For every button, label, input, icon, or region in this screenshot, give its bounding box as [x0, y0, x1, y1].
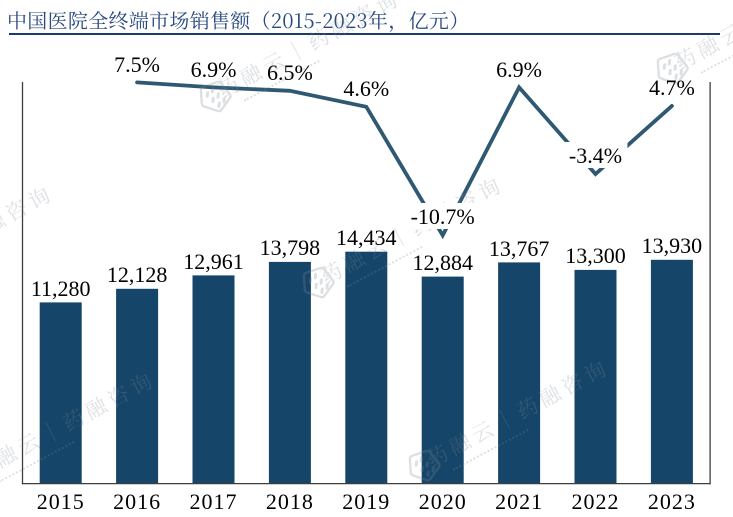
x-axis-label: 2023 [647, 489, 696, 514]
bar-2019 [345, 251, 388, 484]
growth-label: 4.6% [343, 75, 390, 101]
bar-value-label: 12,961 [183, 248, 244, 274]
x-axis-label: 2017 [189, 489, 238, 514]
bar-value-label: 14,434 [336, 225, 397, 251]
x-axis-label: 2022 [571, 489, 620, 514]
growth-label: -10.7% [405, 203, 480, 230]
bar-value-label: 13,300 [565, 243, 626, 269]
bar-2016 [116, 288, 159, 484]
x-axis-label: 2015 [36, 489, 85, 514]
growth-label: 6.9% [190, 56, 237, 82]
growth-label: 6.5% [266, 59, 313, 85]
bar-2015 [39, 302, 82, 484]
bar-2022 [574, 269, 617, 484]
bar-value-label: 12,128 [106, 262, 168, 288]
bar-2023 [650, 259, 693, 484]
x-axis-label: 2018 [265, 489, 314, 514]
growth-label: -3.4% [563, 142, 628, 169]
bar-value-label: 13,930 [641, 233, 703, 259]
x-axis-label: 2019 [342, 489, 391, 514]
x-axis-label: 2016 [113, 489, 162, 514]
bar-value-label: 12,884 [412, 249, 473, 275]
growth-label: 4.7% [648, 75, 695, 101]
chart-title: 中国医院全终端市场销售额（2015-2023年，亿元） [7, 5, 470, 34]
bar-2017 [192, 275, 235, 484]
x-axis-label: 2021 [495, 489, 544, 514]
bar-value-label: 13,767 [488, 235, 550, 261]
bar-value-label: 13,798 [259, 235, 321, 261]
x-axis-label: 2020 [418, 489, 467, 514]
growth-label: 7.5% [114, 51, 161, 77]
bar-2021 [498, 262, 541, 484]
title-underline [9, 32, 720, 35]
bar-value-label: 11,280 [30, 275, 91, 301]
bar-2020 [421, 276, 464, 484]
bar-2018 [268, 261, 311, 484]
growth-label: 6.9% [496, 56, 543, 82]
